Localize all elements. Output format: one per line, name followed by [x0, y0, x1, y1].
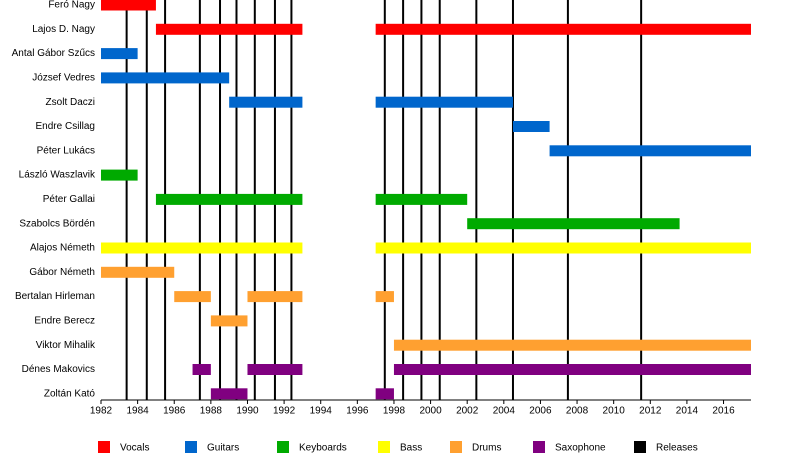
legend-label: Saxophone [555, 443, 606, 454]
x-tick-label: 1984 [126, 406, 149, 417]
member-label: Péter Gallai [43, 194, 95, 205]
legend-label: Vocals [120, 443, 149, 454]
legend-label: Drums [472, 443, 501, 454]
tenure-bar [210, 388, 248, 400]
tenure-bar [247, 364, 303, 375]
x-tick-label: 2010 [603, 406, 626, 417]
x-tick-label: 1998 [383, 406, 406, 417]
legend-swatch [98, 441, 110, 453]
x-tick-label: 2016 [712, 406, 735, 417]
member-label: Gábor Németh [29, 267, 95, 278]
x-tick-label: 2008 [566, 406, 589, 417]
x-tick-label: 2006 [529, 406, 552, 417]
member-label: Dénes Makovics [22, 364, 95, 375]
tenure-bar [375, 388, 394, 400]
tenure-bar [155, 193, 303, 205]
legend-swatch [634, 441, 646, 453]
tenure-bar [101, 0, 156, 11]
x-tick-label: 1990 [236, 406, 259, 417]
x-tick-label: 1986 [163, 406, 186, 417]
tenure-bar [229, 96, 303, 108]
legend-swatch [450, 441, 462, 453]
legend-swatch [378, 441, 390, 453]
member-label: Zoltán Kató [44, 388, 96, 399]
member-label: Feró Nagy [48, 0, 95, 11]
tenure-bar [375, 291, 394, 303]
x-tick-label: 1982 [90, 406, 113, 417]
tenure-bar [210, 315, 248, 327]
member-label: Endre Csillag [36, 121, 95, 132]
tenure-bar [155, 23, 303, 35]
x-tick-label: 1996 [346, 406, 369, 417]
x-tick-label: 1992 [273, 406, 296, 417]
x-tick-label: 1988 [200, 406, 223, 417]
tenure-bar [375, 242, 751, 254]
tenure-bar [375, 96, 513, 108]
tenure-bar [174, 291, 211, 303]
tenure-bar [101, 48, 138, 60]
member-label: László Waszlavik [19, 170, 96, 181]
member-label: József Vedres [32, 73, 95, 84]
member-label: Zsolt Daczi [46, 97, 95, 108]
tenure-bar [101, 266, 175, 278]
tenure-bar [101, 242, 303, 254]
legend-swatch [277, 441, 289, 453]
tenure-bar [375, 23, 751, 35]
tenure-bar [512, 121, 550, 132]
x-tick-label: 2002 [456, 406, 479, 417]
legend-swatch [533, 441, 545, 453]
tenure-bar [375, 193, 468, 205]
legend-swatch [185, 441, 197, 453]
tenure-bar [393, 339, 751, 351]
x-tick-label: 2012 [639, 406, 662, 417]
x-tick-label: 1994 [310, 406, 333, 417]
x-tick-label: 2004 [493, 406, 516, 417]
legend-label: Bass [400, 443, 422, 454]
tenure-bar [192, 364, 211, 375]
tenure-bar [393, 364, 751, 375]
tenure-bar [467, 218, 680, 230]
member-label: Endre Berecz [34, 316, 95, 327]
x-tick-label: 2000 [419, 406, 442, 417]
member-label: Lajos D. Nagy [32, 24, 95, 35]
member-label: Antal Gábor Szűcs [12, 48, 95, 59]
legend-label: Keyboards [299, 443, 347, 454]
legend-label: Releases [656, 443, 698, 454]
member-label: Alajos Németh [30, 243, 95, 254]
legend-label: Guitars [207, 443, 239, 454]
tenure-bar [549, 145, 751, 157]
member-label: Szabolcs Bördén [19, 218, 95, 229]
x-tick-label: 2014 [676, 406, 699, 417]
member-label: Péter Lukács [37, 145, 95, 156]
tenure-bar [101, 72, 230, 84]
tenure-bar [247, 291, 303, 303]
member-label: Viktor Mihalik [36, 340, 96, 351]
member-label: Bertalan Hirleman [15, 291, 95, 302]
tenure-bar [101, 169, 138, 181]
